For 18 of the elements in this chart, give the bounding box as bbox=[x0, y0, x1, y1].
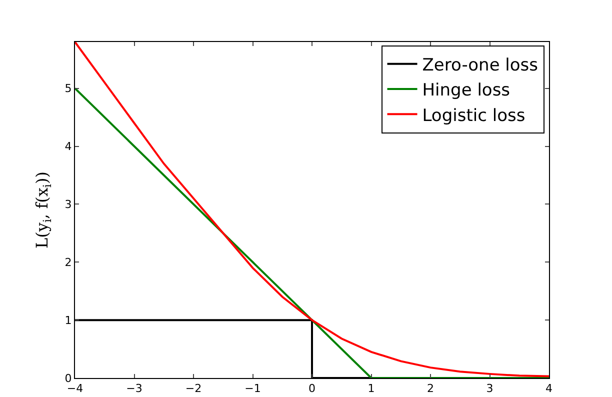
x-tick-label: 4 bbox=[546, 382, 552, 396]
legend-label: Logistic loss bbox=[422, 106, 526, 126]
y-tick-label: 1 bbox=[64, 314, 72, 327]
legend-label: Zero-one loss bbox=[422, 56, 538, 76]
x-tick-label: 1 bbox=[368, 382, 375, 396]
y-tick-label: 3 bbox=[64, 198, 72, 212]
x-tick-label: 2 bbox=[427, 382, 434, 396]
y-tick-label: 0 bbox=[64, 372, 72, 385]
x-tick-label: −4 bbox=[66, 382, 84, 396]
x-tick-label: −1 bbox=[244, 382, 261, 396]
x-tick-label: 3 bbox=[486, 382, 494, 396]
y-tick-label: 2 bbox=[64, 256, 72, 269]
y-tick-label: 5 bbox=[64, 82, 72, 96]
x-tick-label: −3 bbox=[126, 382, 142, 396]
legend-label: Hinge loss bbox=[422, 80, 510, 101]
x-tick-label: −2 bbox=[185, 382, 202, 396]
x-tick-label: 0 bbox=[308, 382, 316, 396]
y-tick-label: 4 bbox=[64, 140, 72, 154]
